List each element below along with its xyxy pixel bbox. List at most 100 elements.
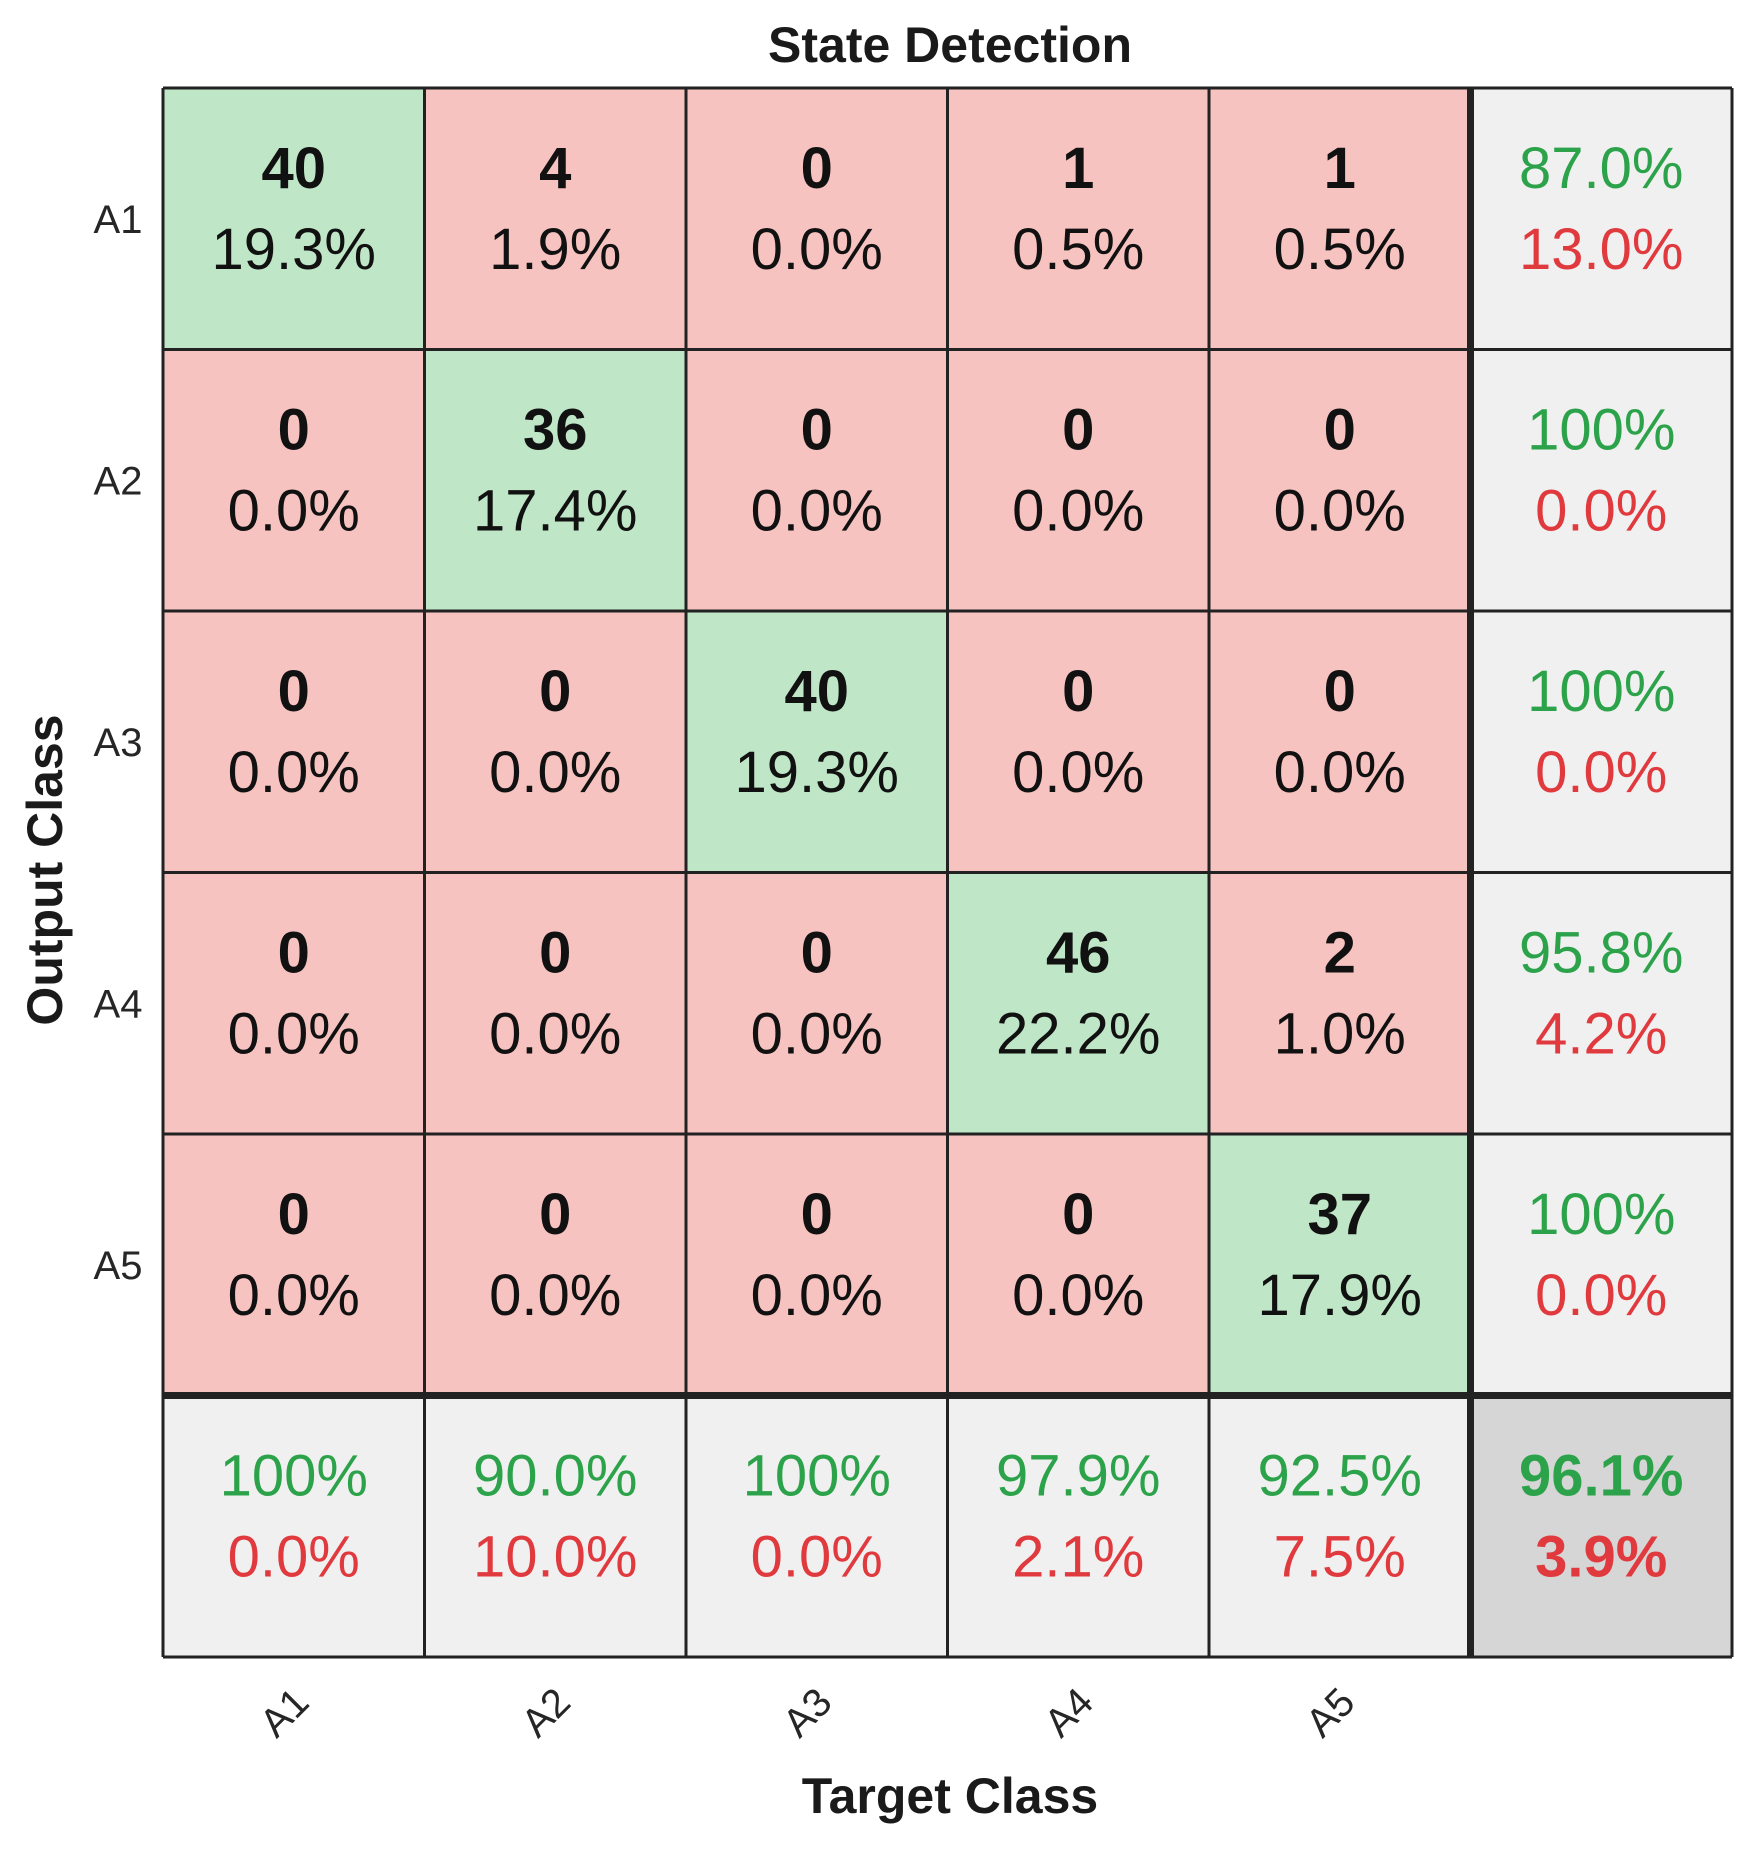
diagonal-cell-bg [686,611,948,873]
cell-percent: 0.0% [489,1263,621,1328]
matrix-cell: 0 0.0% [1209,611,1471,873]
y-tick-label: A3 [94,721,143,765]
cell-percent: 0.0% [1012,479,1144,544]
row-summary-error: 0.0% [1535,1263,1667,1328]
off-diagonal-cell-bg [424,88,686,350]
row-summary-bg [1470,1134,1732,1396]
row-summary-correct: 100% [1527,1182,1675,1247]
col-summary-correct: 90.0% [473,1444,637,1509]
cell-count: 0 [278,398,310,463]
y-tick-label: A1 [94,198,143,242]
matrix-cell: 2 1.0% [1209,872,1471,1134]
chart-title: State Detection [768,17,1132,73]
off-diagonal-cell-bg [1209,872,1471,1134]
matrix-cell: 1 0.5% [1209,88,1471,350]
cell-percent: 0.0% [1274,479,1406,544]
cell-count: 0 [1324,398,1356,463]
off-diagonal-cell-bg [686,1134,948,1396]
col-summary-cell: 90.0% 10.0% [424,1395,686,1657]
matrix-cell: 0 0.0% [1209,349,1471,611]
col-summary-bg [163,1395,425,1657]
cell-percent: 0.0% [1012,1263,1144,1328]
cell-count: 0 [801,921,833,986]
cell-percent: 0.0% [228,1263,360,1328]
cell-percent: 1.0% [1274,1002,1406,1067]
cell-count: 0 [539,1182,571,1247]
row-summary-correct: 95.8% [1519,921,1683,986]
off-diagonal-cell-bg [686,349,948,611]
overall-accuracy-bg [1470,1395,1732,1657]
row-summary-correct: 100% [1527,659,1675,724]
cell-percent: 0.0% [1274,740,1406,805]
cell-percent: 0.0% [228,479,360,544]
col-summary-error: 0.0% [228,1525,360,1590]
off-diagonal-cell-bg [1209,349,1471,611]
diagonal-cell-bg [163,88,425,350]
cell-count: 0 [278,659,310,724]
cell-percent: 0.0% [751,217,883,282]
x-tick-label: A2 [513,1680,579,1746]
cell-percent: 0.0% [751,479,883,544]
cell-count: 40 [784,659,849,724]
cell-count: 1 [1062,136,1094,201]
col-summary-error: 7.5% [1274,1525,1406,1590]
cell-percent: 0.0% [1012,740,1144,805]
cell-count: 46 [1046,921,1111,986]
matrix-cell: 40 19.3% [163,88,425,350]
cell-percent: 22.2% [996,1002,1160,1067]
off-diagonal-cell-bg [686,872,948,1134]
row-summary-correct: 87.0% [1519,136,1683,201]
x-tick-label: A3 [775,1680,841,1746]
row-summary-cell: 87.0% 13.0% [1470,88,1732,350]
overall-accuracy-cell: 96.1% 3.9% [1470,1395,1732,1657]
cell-count: 0 [539,921,571,986]
col-summary-bg [947,1395,1209,1657]
col-summary-bg [1209,1395,1471,1657]
cell-percent: 0.0% [228,1002,360,1067]
cell-count: 36 [523,398,588,463]
y-tick-label: A5 [94,1244,143,1288]
diagonal-cell-bg [1209,1134,1471,1396]
row-summary-bg [1470,88,1732,350]
off-diagonal-cell-bg [424,872,686,1134]
off-diagonal-cell-bg [163,872,425,1134]
matrix-cell: 36 17.4% [424,349,686,611]
col-summary-correct: 92.5% [1258,1444,1422,1509]
matrix-cell: 0 0.0% [424,611,686,873]
diagonal-cell-bg [424,349,686,611]
cell-percent: 0.5% [1012,217,1144,282]
off-diagonal-cell-bg [424,611,686,873]
col-summary-bg [424,1395,686,1657]
cell-count: 0 [278,1182,310,1247]
off-diagonal-cell-bg [163,611,425,873]
col-summary-cell: 100% 0.0% [686,1395,948,1657]
matrix-cell: 0 0.0% [686,872,948,1134]
off-diagonal-cell-bg [1209,88,1471,350]
cell-count: 0 [801,1182,833,1247]
cell-count: 0 [801,136,833,201]
col-summary-cell: 100% 0.0% [163,1395,425,1657]
matrix-cell: 0 0.0% [163,349,425,611]
cell-count: 1 [1324,136,1356,201]
cell-count: 4 [539,136,571,201]
col-summary-error: 2.1% [1012,1525,1144,1590]
row-summary-correct: 100% [1527,398,1675,463]
matrix-cell: 1 0.5% [947,88,1209,350]
off-diagonal-cell-bg [947,88,1209,350]
row-summary-cell: 100% 0.0% [1470,611,1732,873]
matrix-cell: 0 0.0% [947,611,1209,873]
cell-count: 0 [278,921,310,986]
diagonal-cell-bg [947,872,1209,1134]
cell-count: 0 [539,659,571,724]
cell-percent: 19.3% [735,740,899,805]
col-summary-correct: 100% [220,1444,368,1509]
cell-count: 37 [1307,1182,1372,1247]
x-axis-label: Target Class [802,1768,1098,1824]
x-tick-label: A5 [1298,1680,1364,1746]
off-diagonal-cell-bg [424,1134,686,1396]
col-summary-correct: 100% [743,1444,891,1509]
cell-percent: 17.9% [1258,1263,1422,1328]
off-diagonal-cell-bg [1209,611,1471,873]
off-diagonal-cell-bg [947,1134,1209,1396]
